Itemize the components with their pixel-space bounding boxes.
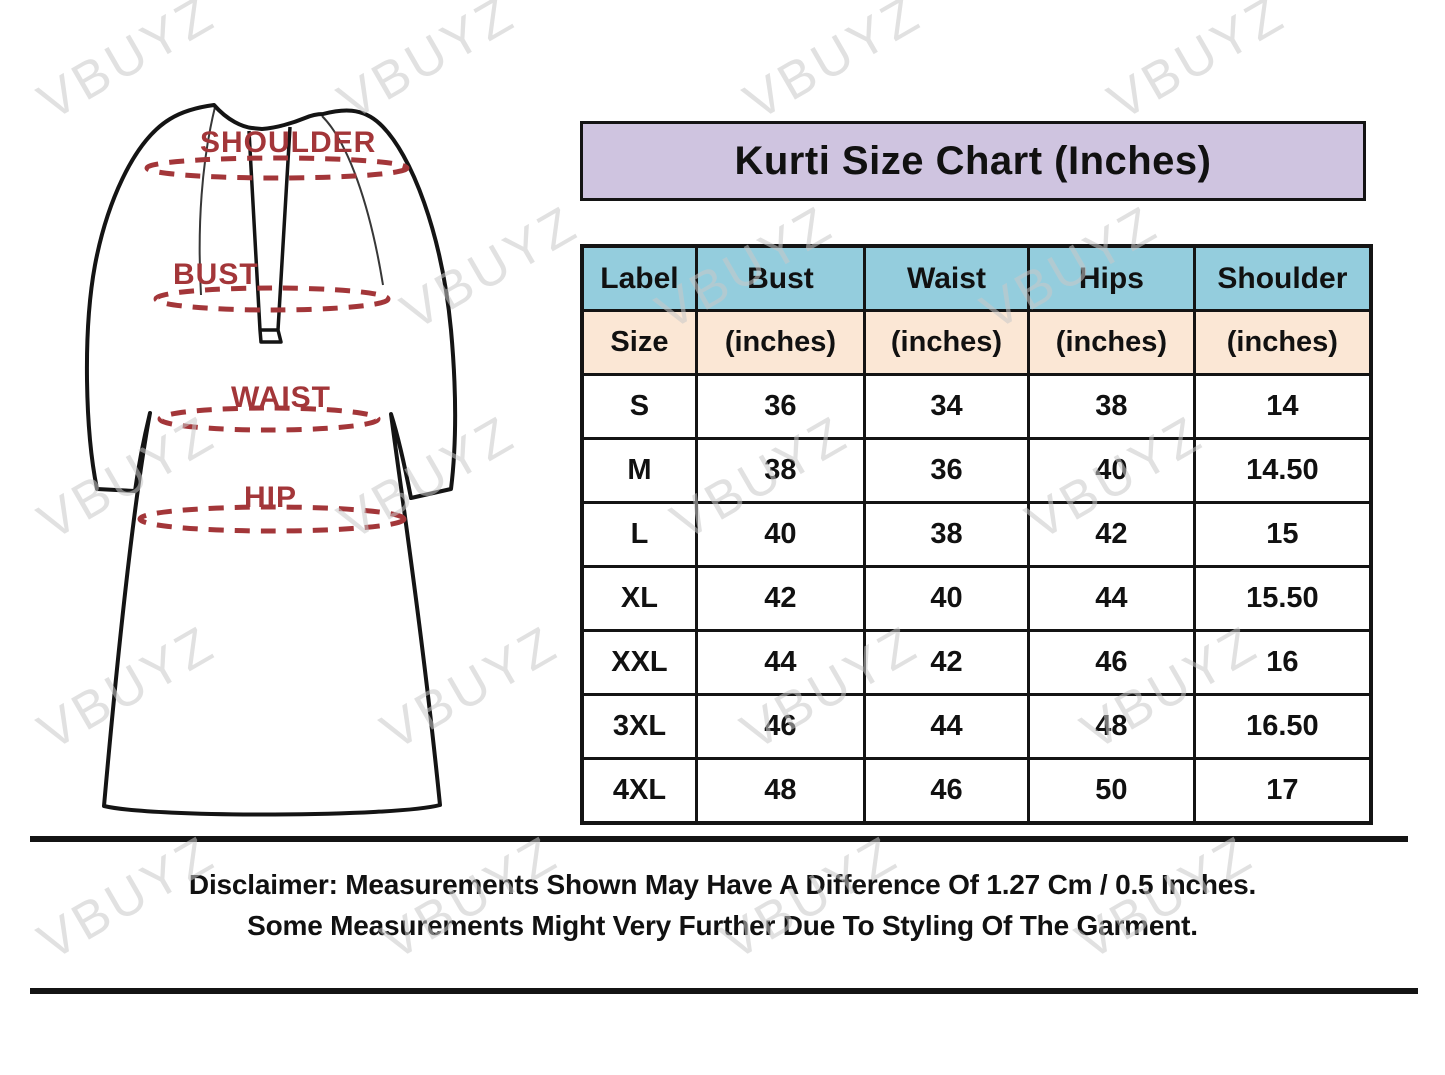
table-subheader-row: Size (inches) (inches) (inches) (inches) — [580, 309, 1373, 376]
col-header-shoulder: Shoulder — [1192, 244, 1373, 312]
size-row: 3XL 46 44 48 16.50 — [580, 693, 1373, 760]
size-label-cell: 3XL — [580, 693, 698, 760]
divider-bottom — [30, 988, 1418, 994]
size-row: S 36 34 38 14 — [580, 373, 1373, 440]
right-armhole-seam — [321, 115, 384, 286]
measurement-cell: 42 — [862, 629, 1031, 696]
brand-watermark: VBUYZ — [1098, 0, 1296, 132]
measurement-cell: 40 — [1027, 437, 1196, 504]
measurement-cell: 40 — [694, 501, 866, 568]
measurement-cell: 40 — [862, 565, 1031, 632]
bust-measure-line — [153, 285, 391, 313]
measurement-cell: 36 — [862, 437, 1031, 504]
measurement-cell: 50 — [1027, 757, 1196, 825]
measurement-cell: 44 — [694, 629, 866, 696]
col-header-waist: Waist — [862, 244, 1031, 312]
shoulder-measure-line — [144, 155, 410, 181]
size-row: L 40 38 42 15 — [580, 501, 1373, 568]
disclaimer: Disclaimer: Measurements Shown May Have … — [30, 864, 1415, 946]
size-table-body: S 36 34 38 14 M 38 36 40 14.50 L 40 38 42 15 XL 42 40 44 15… — [580, 373, 1373, 825]
measurement-cell: 14.50 — [1192, 437, 1373, 504]
waist-measure-line — [157, 405, 381, 433]
divider-top — [30, 836, 1408, 842]
measurement-cell: 44 — [862, 693, 1031, 760]
hip-label: HIP — [244, 481, 297, 514]
size-row: XL 42 40 44 15.50 — [580, 565, 1373, 632]
subheader-inches: (inches) — [1027, 309, 1196, 376]
size-label-cell: XXL — [580, 629, 698, 696]
subheader-inches: (inches) — [694, 309, 866, 376]
brand-watermark: VBUYZ — [734, 0, 932, 132]
size-label-cell: M — [580, 437, 698, 504]
left-armhole-seam — [198, 106, 216, 296]
waist-label: WAIST — [231, 381, 331, 414]
table-header-row: Label Bust Waist Hips Shoulder — [580, 244, 1373, 312]
measurement-cell: 42 — [1027, 501, 1196, 568]
measurement-cell: 14 — [1192, 373, 1373, 440]
col-header-hips: Hips — [1027, 244, 1196, 312]
size-table: Label Bust Waist Hips Shoulder Size (inc… — [580, 244, 1373, 825]
subheader-inches: (inches) — [862, 309, 1031, 376]
measurement-cell: 38 — [1027, 373, 1196, 440]
chart-title: Kurti Size Chart (Inches) — [734, 138, 1212, 183]
size-row: M 38 36 40 14.50 — [580, 437, 1373, 504]
kurti-diagram: SHOULDER BUST WAIST HIP — [84, 103, 458, 817]
subheader-size: Size — [580, 309, 698, 376]
measurement-cell: 42 — [694, 565, 866, 632]
bust-label: BUST — [173, 258, 259, 291]
measurement-cell: 38 — [694, 437, 866, 504]
measurement-cell: 46 — [862, 757, 1031, 825]
size-label-cell: 4XL — [580, 757, 698, 825]
measurement-cell: 34 — [862, 373, 1031, 440]
measurement-cell: 48 — [694, 757, 866, 825]
measurement-cell: 17 — [1192, 757, 1373, 825]
measurement-cell: 16 — [1192, 629, 1373, 696]
size-row: 4XL 48 46 50 17 — [580, 757, 1373, 825]
disclaimer-line-1: Disclaimer: Measurements Shown May Have … — [188, 869, 1257, 900]
measurement-cell: 16.50 — [1192, 693, 1373, 760]
col-header-bust: Bust — [694, 244, 866, 312]
measurement-cell: 48 — [1027, 693, 1196, 760]
size-row: XXL 44 42 46 16 — [580, 629, 1373, 696]
measurement-cell: 38 — [862, 501, 1031, 568]
chart-title-bar: Kurti Size Chart (Inches) — [580, 121, 1366, 201]
size-label-cell: XL — [580, 565, 698, 632]
measurement-cell: 44 — [1027, 565, 1196, 632]
size-label-cell: L — [580, 501, 698, 568]
measurement-cell: 46 — [1027, 629, 1196, 696]
size-label-cell: S — [580, 373, 698, 440]
measurement-cell: 15 — [1192, 501, 1373, 568]
measurement-cell: 46 — [694, 693, 866, 760]
measurement-cell: 36 — [694, 373, 866, 440]
neck-placket — [247, 126, 292, 344]
measurement-cell: 15.50 — [1192, 565, 1373, 632]
shoulder-label: SHOULDER — [200, 126, 376, 159]
subheader-inches: (inches) — [1192, 309, 1373, 376]
disclaimer-line-2: Some Measurements Might Very Further Due… — [247, 910, 1198, 941]
hip-measure-line — [137, 504, 407, 534]
kurti-outline — [84, 103, 458, 817]
col-header-label: Label — [580, 244, 698, 312]
